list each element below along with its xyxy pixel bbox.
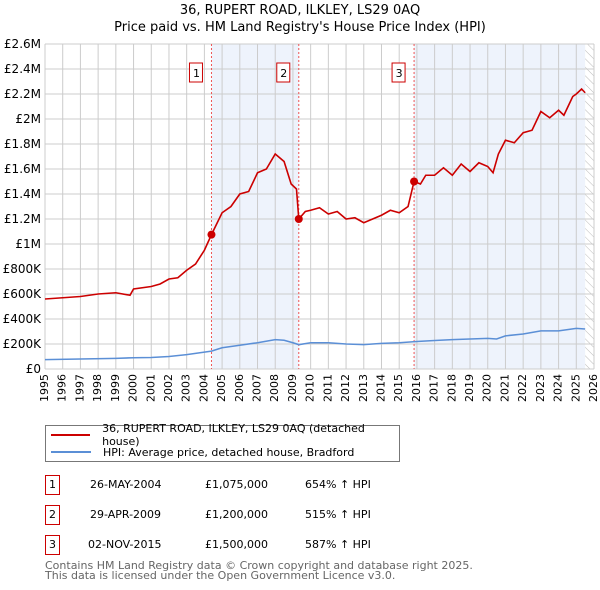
x-tick-label: 2012	[339, 374, 352, 402]
x-tick-label: 2010	[304, 374, 317, 402]
y-tick-label: £400K	[3, 312, 43, 326]
sale-date: 02-NOV-2015	[88, 538, 162, 551]
x-tick-label: 1997	[73, 374, 86, 402]
series-line	[44, 87, 586, 300]
sale-price: £1,500,000	[205, 538, 268, 551]
x-tick-label: 2018	[445, 374, 458, 402]
sale-price: £1,200,000	[205, 508, 268, 521]
shaded-region	[414, 44, 586, 369]
x-tick-label: 2000	[127, 374, 140, 402]
x-tick-label: 2025	[569, 374, 582, 402]
footer-line: This data is licensed under the Open Gov…	[45, 569, 396, 582]
sale-marker-box: 2	[45, 505, 60, 525]
sale-point	[294, 215, 303, 223]
legend-label: HPI: Average price, detached house, Brad…	[103, 445, 355, 459]
series-line	[44, 327, 586, 361]
sale-hpi: 515% ↑ HPI	[305, 508, 371, 521]
x-tick-label: 2024	[552, 374, 565, 402]
y-tick-label: £800K	[3, 262, 43, 276]
footer: Contains HM Land Registry data © Crown c…	[45, 559, 473, 582]
sale-date: 26-MAY-2004	[90, 478, 162, 491]
y-tick-label: £200K	[3, 337, 43, 351]
x-tick-label: 2007	[251, 374, 264, 402]
x-tick-label: 2009	[286, 374, 299, 402]
x-tick-label: 2006	[233, 374, 246, 402]
y-tick-label: £600K	[3, 287, 43, 301]
y-tick-label: £1M	[15, 237, 41, 251]
x-tick-label: 1999	[109, 374, 122, 402]
x-tick-label: 2008	[268, 374, 281, 402]
y-tick-label: £2.2M	[4, 87, 41, 101]
price-chart: 1995 1996 1997 1998 1999 2000 2001 2002 2003 2004…	[3, 37, 600, 402]
sale-label-box	[188, 62, 203, 83]
x-tick-label: 2002	[162, 374, 175, 402]
y-tick-label: £1.4M	[4, 187, 41, 201]
x-tick-label: 1995	[38, 374, 51, 402]
y-tick-label: £1.2M	[4, 212, 41, 226]
footer-line: Contains HM Land Registry data © Crown c…	[45, 559, 473, 572]
y-tick-label: £1.8M	[4, 137, 41, 151]
x-tick-label: 2015	[392, 374, 405, 402]
x-tick-label: 2016	[410, 374, 423, 402]
chart-subtitle: Price paid vs. HM Land Registry's House …	[114, 20, 486, 35]
sale-marker-box: 1	[45, 475, 60, 495]
y-tick-label: £2M	[15, 112, 41, 126]
x-tick-label: 1996	[56, 374, 69, 402]
x-tick-label: 2021	[498, 374, 511, 402]
legend-label: 36, RUPERT ROAD, ILKLEY, LS29 0AQ (detac…	[102, 422, 365, 448]
sale-label: 2	[280, 67, 287, 80]
x-tick-label: 2001	[144, 374, 157, 402]
chart-title: 36, RUPERT ROAD, ILKLEY, LS29 0AQ	[179, 3, 421, 18]
x-tick-label: 1998	[91, 374, 104, 402]
sale-date: 29-APR-2009	[90, 508, 162, 521]
x-tick-label: 2005	[215, 374, 228, 402]
x-tick-label: 2023	[534, 374, 547, 402]
x-tick-label: 2004	[197, 374, 210, 402]
x-tick-label: 2020	[481, 374, 494, 402]
sale-label: 1	[193, 67, 200, 80]
sale-label-box	[391, 62, 406, 83]
y-tick-label: £2.6M	[4, 37, 41, 51]
sale-marker-box: 3	[45, 535, 60, 555]
x-tick-label: 2022	[516, 374, 529, 402]
legend-swatch-red	[51, 434, 91, 436]
x-tick-label: 2017	[428, 374, 441, 402]
legend-swatch-blue	[51, 451, 91, 453]
x-tick-label: 2014	[374, 374, 387, 402]
y-tick-label: £1.6M	[4, 162, 41, 176]
legend: 36, RUPERT ROAD, ILKLEY, LS29 0AQ (detac…	[45, 422, 400, 462]
sale-hpi: 654% ↑ HPI	[305, 478, 371, 491]
sale-label: 3	[396, 67, 403, 80]
forecast-hatch	[585, 44, 594, 369]
x-tick-label: 2026	[587, 374, 600, 402]
sale-hpi: 587% ↑ HPI	[305, 538, 371, 551]
x-tick-label: 2013	[357, 374, 370, 402]
sale-label-box	[276, 62, 291, 83]
shaded-region	[211, 44, 299, 369]
y-tick-label: £2.4M	[4, 62, 41, 76]
x-tick-label: 2003	[180, 374, 193, 402]
legend-item-property: 36, RUPERT ROAD, ILKLEY, LS29 0AQ (detac…	[51, 422, 399, 448]
legend-item-hpi: HPI: Average price, detached house, Brad…	[51, 444, 354, 460]
sale-price: £1,075,000	[205, 478, 268, 491]
x-tick-label: 2019	[463, 374, 476, 402]
sale-point	[410, 177, 419, 186]
x-tick-label: 2011	[321, 374, 334, 402]
sale-point	[207, 230, 216, 239]
y-tick-label: £0	[26, 362, 41, 376]
